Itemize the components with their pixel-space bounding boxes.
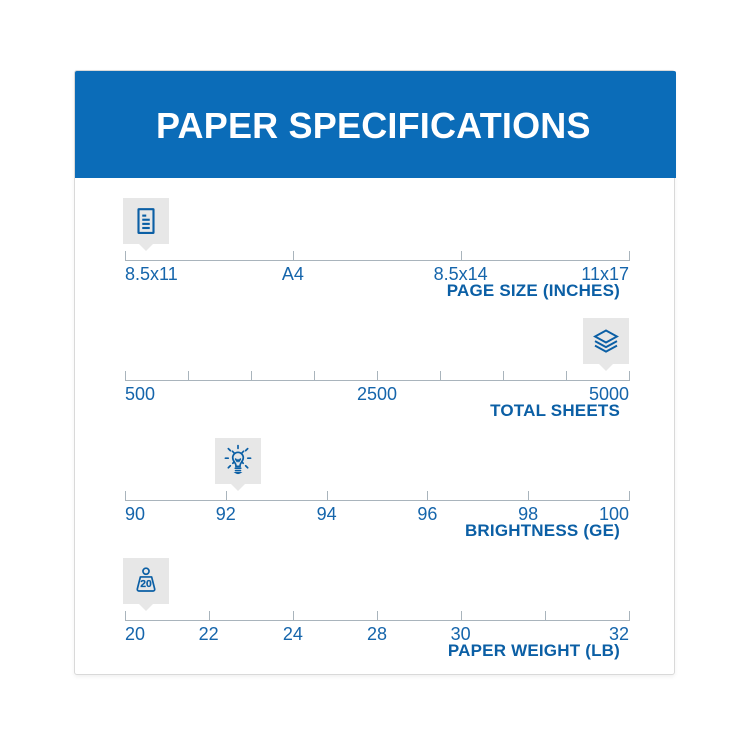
svg-text:20: 20 xyxy=(140,579,152,590)
